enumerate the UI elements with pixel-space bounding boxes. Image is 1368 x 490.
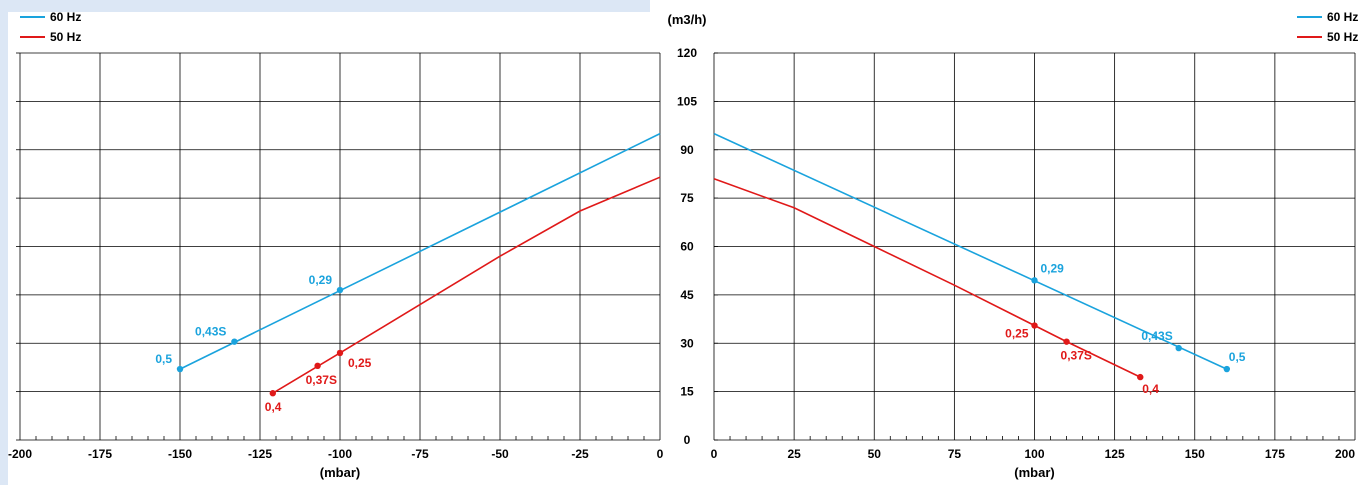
- x-tick-label: -150: [168, 447, 192, 461]
- x-axis-label: (mbar): [1014, 465, 1054, 480]
- legend-label: 50 Hz: [50, 30, 81, 44]
- data-point: [231, 338, 238, 345]
- data-label: 0,4: [1142, 382, 1159, 396]
- x-tick-label: -75: [411, 447, 429, 461]
- header-band: [0, 0, 650, 12]
- x-tick-label: -50: [491, 447, 509, 461]
- x-tick-label: 0: [657, 447, 664, 461]
- y-tick-label: 45: [680, 288, 694, 302]
- data-point: [176, 365, 184, 373]
- data-label: 0,25: [348, 356, 372, 370]
- data-point: [1031, 277, 1038, 284]
- x-tick-label: -200: [8, 447, 32, 461]
- series-layer: [176, 132, 1231, 397]
- data-label: 0,25: [1005, 327, 1029, 341]
- x-tick-label: 75: [948, 447, 962, 461]
- left-band: [0, 0, 8, 485]
- y-tick-label: 90: [680, 143, 694, 157]
- legend-label: 60 Hz: [1327, 10, 1358, 24]
- x-tick-label: 25: [787, 447, 801, 461]
- x-tick-label: -25: [571, 447, 589, 461]
- y-tick-label: 120: [677, 46, 697, 60]
- data-point: [269, 390, 276, 397]
- x-axis-label: (mbar): [320, 465, 360, 480]
- data-label: 0,37S: [306, 373, 337, 387]
- data-label: 0,37S: [1061, 349, 1092, 363]
- series-line-60-hz: [179, 132, 661, 370]
- label-layer: -200 -175 -150 -125 -100 -75 -50 -25 0 (mbar) 0,5 0…: [8, 10, 1358, 480]
- x-tick-label: 200: [1335, 447, 1355, 461]
- data-label: 0,4: [265, 400, 282, 414]
- data-label: 0,43S: [195, 325, 226, 339]
- grid-layer: [16, 52, 1356, 441]
- series-line-50-hz: [272, 176, 661, 394]
- data-point: [1031, 322, 1038, 329]
- data-label: 0,29: [309, 273, 333, 287]
- x-tick-label: 125: [1105, 447, 1125, 461]
- data-label: 0,5: [1229, 350, 1246, 364]
- data-point: [336, 349, 344, 357]
- x-tick-label: 150: [1185, 447, 1205, 461]
- y-tick-label: 0: [684, 433, 691, 447]
- y-tick-label: 60: [680, 240, 694, 254]
- x-tick-label: 100: [1024, 447, 1044, 461]
- legend-label: 60 Hz: [50, 10, 81, 24]
- x-tick-label: 50: [868, 447, 882, 461]
- data-label: 0,43S: [1141, 329, 1172, 343]
- y-axis-unit-label: (m3/h): [668, 12, 707, 27]
- y-tick-label: 75: [680, 191, 694, 205]
- data-point: [336, 286, 344, 294]
- series-line-50-hz: [713, 178, 1141, 378]
- y-tick-label: 30: [680, 336, 694, 350]
- background-layer: [0, 0, 650, 485]
- y-tick-label: 15: [680, 385, 694, 399]
- data-label: 0,5: [155, 352, 172, 366]
- data-point: [1137, 373, 1144, 381]
- data-point: [314, 362, 321, 370]
- x-tick-label: 0: [711, 447, 718, 461]
- x-tick-label: -100: [328, 447, 352, 461]
- series-line-60-hz: [713, 132, 1228, 370]
- data-label: 0,29: [1041, 261, 1065, 275]
- y-tick-label: 105: [677, 94, 697, 108]
- x-tick-label: 175: [1265, 447, 1285, 461]
- data-point: [1175, 344, 1182, 352]
- data-point: [1223, 365, 1231, 373]
- data-point: [1063, 338, 1070, 345]
- legend-label: 50 Hz: [1327, 30, 1358, 44]
- x-tick-label: -175: [88, 447, 112, 461]
- x-tick-label: -125: [248, 447, 272, 461]
